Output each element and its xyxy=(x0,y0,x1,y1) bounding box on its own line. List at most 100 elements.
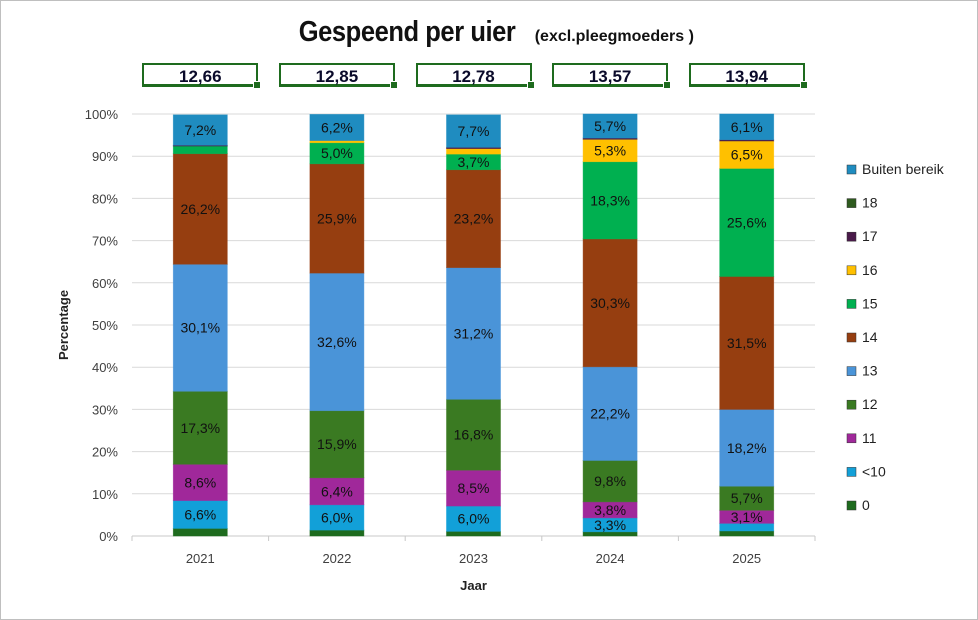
chart-subtitle: (excl.pleegmoeders ) xyxy=(534,28,694,45)
x-axis-title: Jaar xyxy=(460,578,487,593)
bar-segment xyxy=(309,114,365,141)
average-value: 12,78 xyxy=(452,67,495,86)
bar-segment xyxy=(172,114,228,146)
bar-segment xyxy=(446,530,501,537)
data-label: 23,2% xyxy=(454,211,494,227)
y-tick-label: 40% xyxy=(92,360,118,375)
data-label: 25,6% xyxy=(727,214,767,230)
legend-swatch xyxy=(846,467,857,477)
data-label: 3,7% xyxy=(458,154,490,170)
average-value-box: 13,94 xyxy=(688,63,808,89)
legend-label: 11 xyxy=(862,430,877,446)
bar-segment xyxy=(446,469,501,507)
bar-segment xyxy=(582,460,638,503)
data-label: 31,2% xyxy=(454,325,494,341)
data-label: 9,8% xyxy=(594,473,626,489)
x-tick-label: 2024 xyxy=(596,551,625,566)
bar-segment xyxy=(719,485,775,511)
bar-segment xyxy=(719,168,775,277)
legend-swatch xyxy=(846,231,857,242)
bar-segment xyxy=(309,529,365,537)
data-label: 6,4% xyxy=(321,483,353,499)
resize-handle-icon xyxy=(253,81,262,89)
y-axis-title: Percentage xyxy=(56,290,71,360)
y-tick-label: 70% xyxy=(92,234,118,249)
data-label: 15,9% xyxy=(317,436,357,452)
legend-swatch xyxy=(846,164,857,175)
data-label: 26,2% xyxy=(180,201,220,217)
data-label: 3,8% xyxy=(594,502,626,518)
average-value-box: 12,85 xyxy=(278,63,398,89)
bar-segment xyxy=(309,477,365,506)
bar-segment xyxy=(172,528,228,537)
chart-title-main: Gespeend per uier xyxy=(298,16,516,48)
bar-segment xyxy=(446,398,501,471)
average-value: 13,94 xyxy=(725,67,768,86)
x-tick-label: 2021 xyxy=(186,551,215,566)
legend-label: 0 xyxy=(862,497,870,513)
data-label: 6,0% xyxy=(321,509,353,525)
x-tick-label: 2022 xyxy=(322,551,351,566)
bar-segment xyxy=(172,390,228,465)
data-label: 6,1% xyxy=(731,119,763,135)
data-label: 31,5% xyxy=(727,335,767,351)
data-label: 25,9% xyxy=(317,210,357,226)
legend-label: 17 xyxy=(862,228,878,244)
legend-swatch xyxy=(846,433,857,444)
legend-label: 15 xyxy=(862,295,878,311)
average-value: 13,57 xyxy=(588,67,632,86)
resize-handle-icon xyxy=(389,81,398,89)
y-tick-label: 0% xyxy=(99,529,118,544)
legend-swatch xyxy=(846,332,857,343)
legend-label: Buiten bereik xyxy=(862,161,945,177)
bar-segment xyxy=(172,500,228,529)
bar-segment xyxy=(446,114,501,148)
data-label: 18,3% xyxy=(590,192,630,208)
data-label: 8,5% xyxy=(458,480,490,496)
data-label: 6,2% xyxy=(321,120,353,136)
data-label: 17,3% xyxy=(180,420,220,436)
legend-label: 13 xyxy=(862,363,878,379)
data-label: 3,1% xyxy=(731,509,763,525)
y-tick-label: 10% xyxy=(92,487,118,502)
y-tick-label: 30% xyxy=(92,402,118,417)
legend-label: 16 xyxy=(862,262,878,278)
average-value-box: 13,57 xyxy=(552,63,672,89)
bar-segment xyxy=(309,272,365,412)
y-tick-label: 90% xyxy=(92,149,118,164)
x-tick-label: 2025 xyxy=(732,551,761,566)
data-label: 18,2% xyxy=(727,440,767,456)
average-value: 12,66 xyxy=(179,67,222,86)
resize-handle-icon xyxy=(799,81,808,89)
bar-segment xyxy=(172,263,228,392)
data-label: 16,8% xyxy=(454,427,494,443)
bar-segment xyxy=(309,163,365,274)
data-label: 6,5% xyxy=(731,147,763,163)
legend-swatch xyxy=(846,399,857,410)
legend-label: 14 xyxy=(862,329,878,345)
data-label: 5,3% xyxy=(594,143,626,159)
data-label: 6,0% xyxy=(458,511,490,527)
legend-swatch xyxy=(846,500,857,511)
data-label: 32,6% xyxy=(317,334,357,350)
legend-swatch xyxy=(846,198,857,208)
data-label: 7,7% xyxy=(458,123,490,139)
bar-segment xyxy=(719,276,775,410)
bar-segment xyxy=(172,145,228,155)
data-label: 5,7% xyxy=(731,490,763,506)
chart-title: Gespeend per uier (excl.pleegmoeders ) xyxy=(0,16,978,49)
y-tick-label: 100% xyxy=(85,107,119,122)
bar-segment xyxy=(446,148,501,155)
bar-segment xyxy=(172,463,228,501)
resize-handle-icon xyxy=(663,81,672,89)
data-label: 22,2% xyxy=(590,406,630,422)
y-tick-label: 50% xyxy=(92,318,118,333)
data-label: 30,3% xyxy=(590,295,630,311)
data-label: 5,7% xyxy=(594,118,626,134)
bar-segment xyxy=(582,366,638,461)
y-tick-label: 20% xyxy=(92,445,118,460)
legend-label: 18 xyxy=(862,195,878,211)
bar-segment xyxy=(582,161,638,240)
bar-segment xyxy=(582,113,638,139)
